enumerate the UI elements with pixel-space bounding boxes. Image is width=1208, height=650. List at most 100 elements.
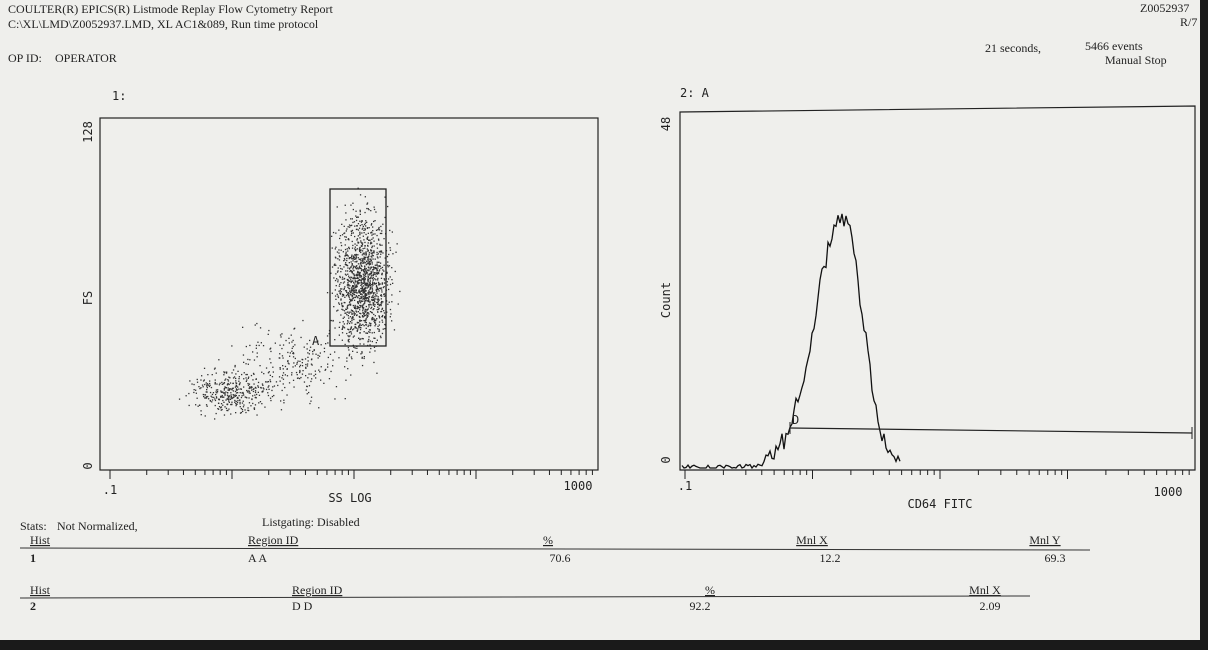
dot [369, 300, 371, 303]
dot [391, 231, 393, 233]
dot [354, 287, 356, 289]
dot [378, 305, 380, 307]
dot [345, 254, 347, 256]
dot [381, 283, 383, 285]
dot [189, 380, 191, 382]
dot [348, 224, 351, 226]
dot [229, 382, 232, 384]
dot [355, 307, 357, 309]
dot [380, 294, 382, 296]
dot [211, 401, 213, 403]
dot [334, 248, 336, 250]
dot [346, 323, 348, 325]
dot [251, 386, 253, 388]
dot [338, 285, 340, 287]
dot [253, 373, 255, 375]
dot [354, 313, 356, 315]
dot [323, 351, 326, 353]
dot [265, 367, 268, 369]
dot [343, 327, 346, 329]
dot [373, 313, 375, 316]
dot [365, 269, 367, 271]
dot [381, 266, 384, 269]
dot [368, 239, 370, 241]
dot [352, 287, 354, 289]
dot [372, 266, 374, 268]
op-id-label: OP ID: [8, 51, 42, 65]
dot [215, 372, 217, 374]
dot [235, 394, 237, 397]
dot [372, 295, 374, 297]
dot [351, 271, 353, 273]
dot [226, 398, 228, 400]
dot [369, 274, 371, 276]
dot [296, 363, 298, 365]
dot [371, 254, 373, 256]
dot [297, 360, 299, 362]
dot [361, 305, 364, 308]
dot [354, 235, 356, 238]
dot [347, 335, 349, 337]
dot [348, 296, 350, 298]
dot [223, 396, 225, 398]
dot [254, 404, 257, 406]
dot [353, 296, 355, 299]
dot [366, 248, 368, 250]
dot [355, 326, 357, 329]
dot [379, 317, 381, 319]
dot [367, 300, 369, 303]
dot [376, 286, 378, 289]
dot [223, 401, 225, 403]
dot [231, 345, 233, 347]
dot [334, 339, 336, 341]
dot [382, 286, 384, 289]
dot [374, 266, 376, 269]
dot [355, 257, 357, 259]
dot [382, 301, 384, 303]
dot [368, 291, 370, 293]
dot [209, 400, 212, 402]
dot [369, 280, 371, 282]
dot [366, 287, 368, 289]
dot [345, 264, 348, 266]
dot [356, 216, 358, 218]
dot [221, 394, 223, 397]
table-header: Region ID [292, 583, 343, 597]
dot [216, 391, 219, 393]
dot [193, 391, 195, 394]
dot [353, 306, 356, 308]
dot [377, 298, 380, 300]
dot [352, 289, 354, 291]
dot [359, 302, 362, 304]
dot [377, 311, 379, 313]
dot [307, 360, 309, 362]
dot [365, 327, 367, 329]
dot [374, 325, 376, 327]
dot [368, 306, 370, 308]
dot [372, 279, 374, 281]
dot [226, 384, 229, 386]
dot [352, 268, 354, 270]
dot [306, 385, 308, 387]
dot [337, 309, 339, 311]
dot [351, 285, 354, 288]
dot [292, 352, 295, 354]
dot [252, 402, 254, 405]
dot [347, 282, 349, 284]
dot [371, 232, 373, 234]
dot [366, 207, 368, 210]
dot [313, 349, 315, 352]
dot [220, 407, 222, 409]
dot [361, 304, 364, 306]
dot [356, 225, 358, 227]
dot [347, 315, 349, 317]
dot [242, 392, 244, 395]
dot [351, 254, 353, 256]
dot [347, 273, 349, 275]
run-time: 21 seconds, [985, 41, 1041, 55]
dot [306, 343, 308, 345]
dot [246, 391, 249, 393]
dot [255, 378, 257, 380]
dot [354, 277, 356, 279]
dot [379, 232, 382, 235]
